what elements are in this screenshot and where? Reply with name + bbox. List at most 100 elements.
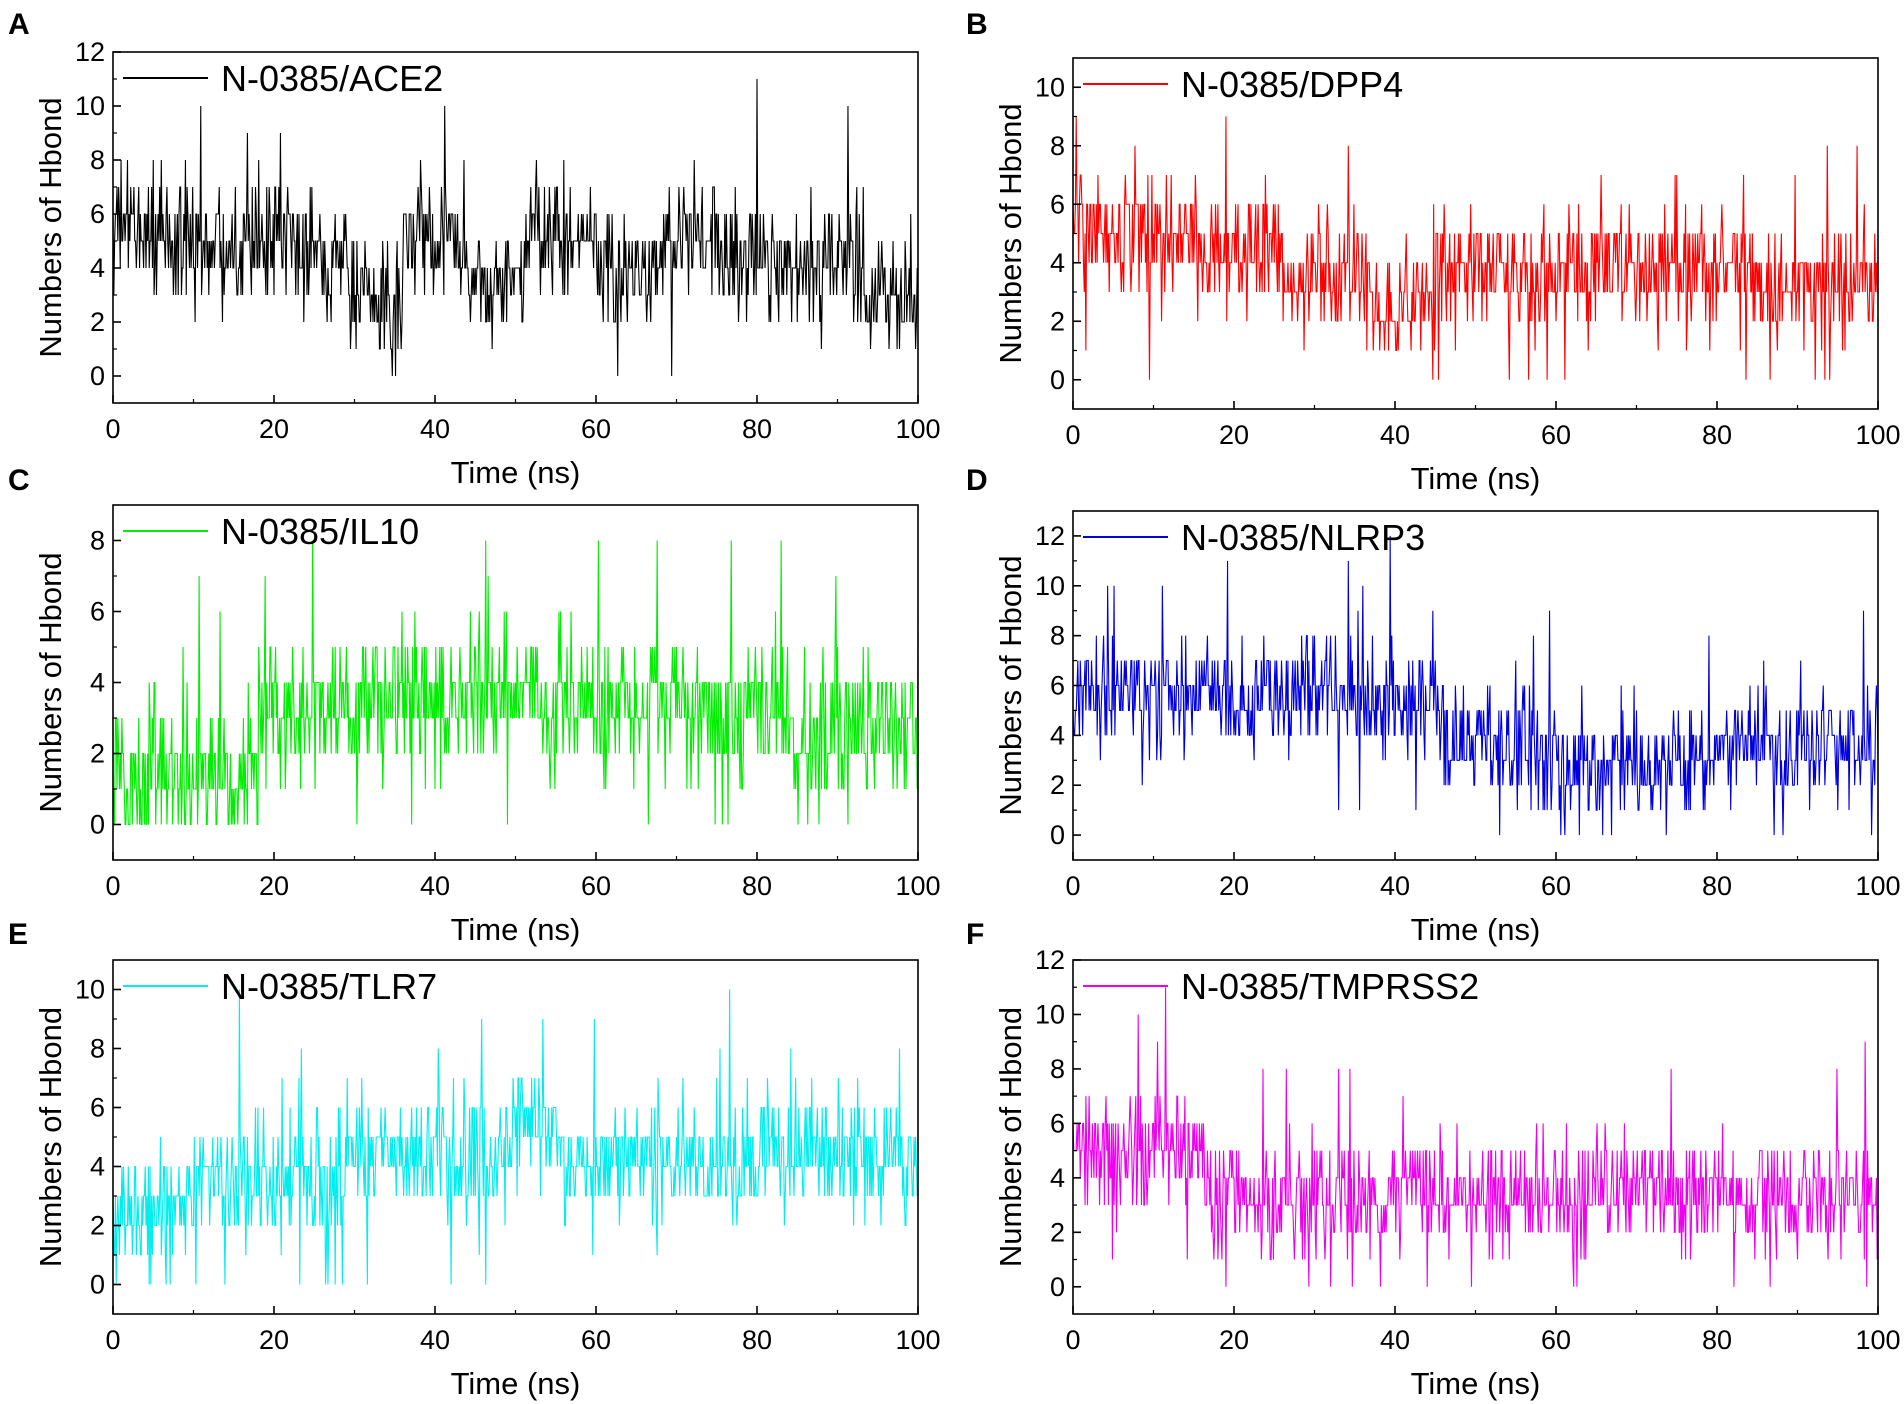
y-tick-label: 10: [1035, 571, 1065, 601]
y-tick-label: 8: [90, 1034, 105, 1064]
y-axis-title: Numbers of Hbond: [33, 1007, 68, 1267]
x-tick-label: 20: [1219, 1325, 1249, 1355]
series-line-n-0385-tmprss2: [1073, 987, 1878, 1287]
y-tick-label: 10: [75, 975, 105, 1005]
y-tick-label: 4: [1050, 1163, 1065, 1193]
x-tick-label: 20: [259, 1325, 289, 1355]
y-tick-label: 4: [1050, 248, 1065, 278]
panel-d: D 0 20 40 60 80 100 0 2 4 6 8 10 12 Time (ns) Numbers o…: [966, 464, 1901, 947]
x-tick-label: 40: [1380, 871, 1410, 901]
panel-b: B 0 20 40 60 80 100 0 2 4 6 8 10 Time (ns) Numbers of …: [966, 8, 1901, 496]
y-tick-label: 6: [90, 199, 105, 229]
x-tick-label: 80: [742, 1325, 772, 1355]
y-tick-label: 0: [90, 361, 105, 391]
y-tick-label: 12: [1035, 521, 1065, 551]
series-line-n-0385-dpp4: [1073, 116, 1878, 380]
x-tick-label: 40: [420, 414, 450, 444]
panel-a: A 0 20 40 60 80 100 0 2 4 6 8 10 12 Time (ns) Numbers o…: [8, 8, 941, 490]
x-tick-label: 0: [105, 871, 120, 901]
x-tick-label: 100: [895, 414, 940, 444]
x-tick-label: 0: [105, 414, 120, 444]
panel-label: E: [8, 918, 28, 951]
y-axis-title: Numbers of Hbond: [993, 1007, 1028, 1267]
x-tick-label: 100: [1855, 871, 1900, 901]
x-tick-label: 60: [581, 414, 611, 444]
x-tick-label: 80: [742, 414, 772, 444]
x-tick-label: 40: [420, 871, 450, 901]
y-tick-label: 10: [75, 91, 105, 121]
x-tick-label: 0: [1065, 1325, 1080, 1355]
y-tick-label: 8: [1050, 131, 1065, 161]
y-tick-label: 10: [1035, 999, 1065, 1029]
legend-label: N-0385/TLR7: [221, 966, 437, 1007]
x-tick-label: 100: [1855, 1325, 1900, 1355]
y-tick-label: 4: [90, 253, 105, 283]
x-tick-label: 20: [259, 871, 289, 901]
y-tick-label: 4: [90, 1152, 105, 1182]
y-tick-label: 6: [90, 1093, 105, 1123]
y-tick-label: 0: [1050, 820, 1065, 850]
x-axis-title: Time (ns): [451, 1366, 581, 1401]
x-tick-label: 60: [1541, 420, 1571, 450]
series-line-n-0385-tlr7: [113, 989, 918, 1285]
panel-c: C 0 20 40 60 80 100 0 2 4 6 8 Time (ns) Numbers of Hb…: [8, 464, 941, 947]
x-tick-label: 80: [1702, 871, 1732, 901]
legend-label: N-0385/ACE2: [221, 58, 443, 99]
y-tick-label: 2: [1050, 306, 1065, 336]
y-tick-label: 8: [1050, 621, 1065, 651]
legend-label: N-0385/TMPRSS2: [1181, 966, 1479, 1007]
x-tick-label: 20: [1219, 871, 1249, 901]
x-axis-title: Time (ns): [1411, 1366, 1541, 1401]
x-tick-label: 60: [1541, 1325, 1571, 1355]
y-tick-label: 2: [1050, 770, 1065, 800]
x-axis-title: Time (ns): [1411, 912, 1541, 947]
x-tick-label: 100: [1855, 420, 1900, 450]
y-tick-label: 0: [1050, 1272, 1065, 1302]
y-tick-label: 12: [1035, 945, 1065, 975]
legend-label: N-0385/NLRP3: [1181, 517, 1425, 558]
x-tick-label: 80: [1702, 1325, 1732, 1355]
x-tick-label: 100: [895, 871, 940, 901]
x-axis-title: Time (ns): [451, 455, 581, 490]
y-tick-label: 8: [90, 145, 105, 175]
y-tick-label: 4: [90, 668, 105, 698]
x-tick-label: 40: [1380, 420, 1410, 450]
x-tick-label: 80: [1702, 420, 1732, 450]
y-tick-label: 2: [90, 307, 105, 337]
x-axis-title: Time (ns): [1411, 461, 1541, 496]
x-tick-label: 40: [1380, 1325, 1410, 1355]
y-tick-label: 0: [90, 1270, 105, 1300]
y-tick-label: 12: [75, 37, 105, 67]
x-axis-title: Time (ns): [451, 912, 581, 947]
panel-label: B: [966, 8, 988, 41]
panel-f: F 0 20 40 60 80 100 0 2 4 6 8 10 12 Time (ns) Numbers o…: [966, 918, 1901, 1401]
x-tick-label: 60: [581, 1325, 611, 1355]
series-line-n-0385-ace2: [113, 78, 918, 377]
y-axis-title: Numbers of Hbond: [33, 97, 68, 357]
x-tick-label: 20: [259, 414, 289, 444]
panel-e: E 0 20 40 60 80 100 0 2 4 6 8 10 Time (ns) Numbers of …: [8, 918, 941, 1401]
panel-label: C: [8, 464, 30, 497]
y-tick-label: 6: [1050, 1108, 1065, 1138]
y-tick-label: 2: [90, 1211, 105, 1241]
y-tick-label: 8: [90, 526, 105, 556]
x-tick-label: 60: [581, 871, 611, 901]
y-tick-label: 0: [1050, 365, 1065, 395]
x-tick-label: 0: [105, 1325, 120, 1355]
x-tick-label: 60: [1541, 871, 1571, 901]
y-axis-title: Numbers of Hbond: [993, 555, 1028, 815]
y-tick-label: 10: [1035, 72, 1065, 102]
panel-label: F: [966, 918, 984, 951]
y-tick-label: 4: [1050, 720, 1065, 750]
panel-label: A: [8, 8, 30, 41]
y-tick-label: 6: [90, 597, 105, 627]
x-tick-label: 0: [1065, 871, 1080, 901]
y-tick-label: 0: [90, 810, 105, 840]
y-tick-label: 2: [1050, 1217, 1065, 1247]
series-line-n-0385-nlrp3: [1073, 535, 1878, 836]
plot-frame: [112, 51, 919, 404]
y-tick-label: 6: [1050, 189, 1065, 219]
panel-label: D: [966, 464, 988, 497]
